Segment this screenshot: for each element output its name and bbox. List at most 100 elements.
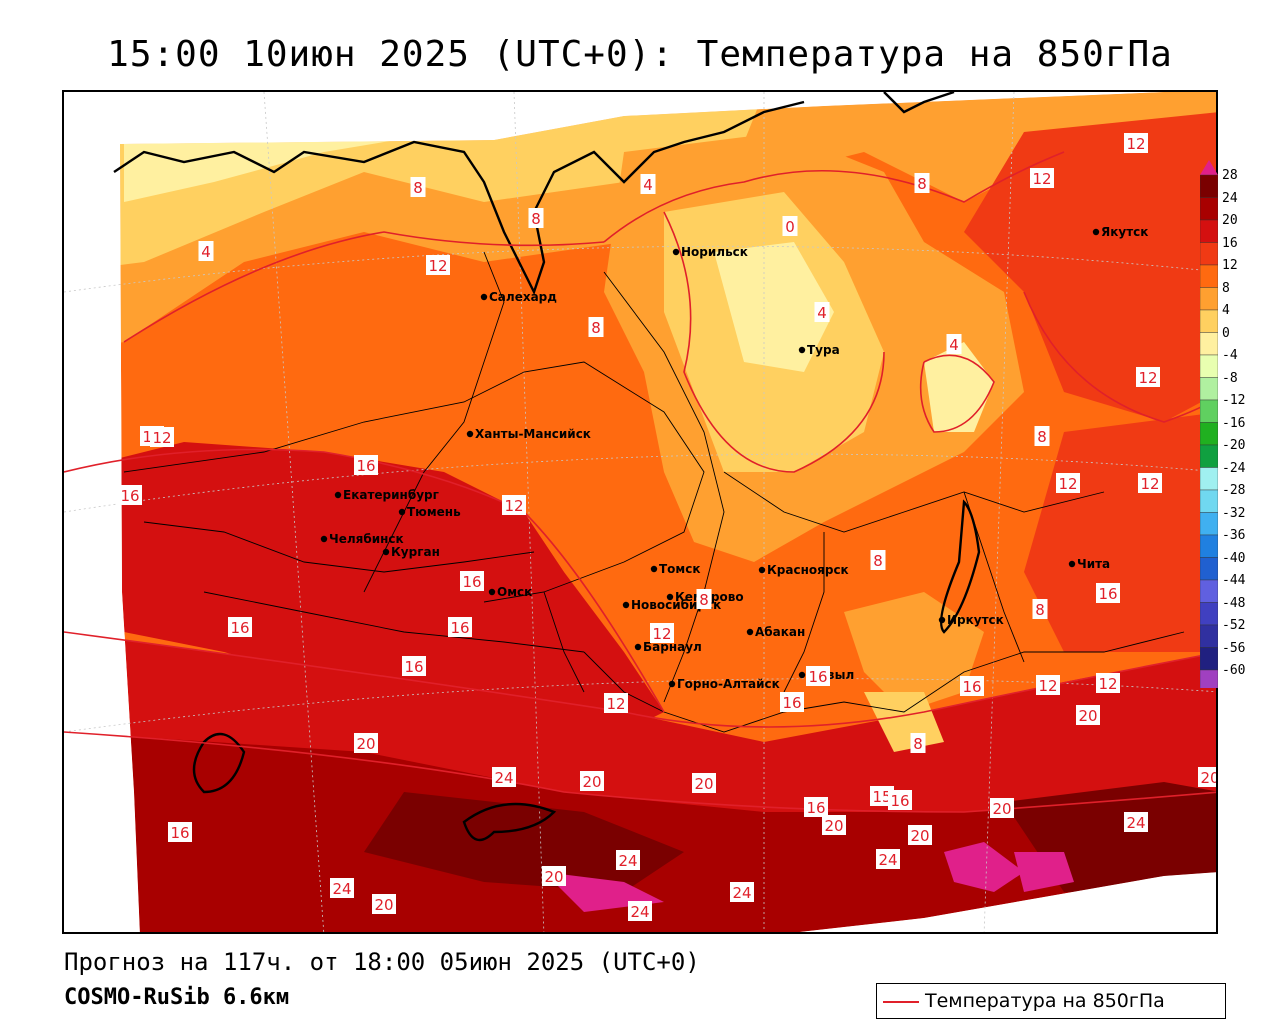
colorbar-tick-label: -56 [1222,640,1246,656]
isotherm-label: 4 [643,176,653,194]
colorbar-tick-label: -36 [1222,528,1246,543]
city-label: Ханты-Мансийск [475,427,591,441]
colorbar-tick-label: 12 [1222,258,1238,273]
isotherm-label: 8 [1037,428,1047,446]
isotherm-label-box [1198,767,1216,787]
colorbar-band [1200,669,1218,688]
temperature-colorbar [1200,160,1218,688]
isotherm-label-box [1032,599,1048,619]
isotherm-label-box [1096,673,1120,693]
isotherm-label: 8 [913,735,923,753]
isotherm-label-box [1034,426,1050,446]
isotherm-label-box [692,773,716,793]
isotherm-label-box [946,334,962,354]
isotherm-label: 16 [230,619,249,637]
colorbar-band [1200,444,1218,468]
isotherm-label-box [150,427,174,447]
isotherm-label-box [588,317,604,337]
isotherm-label: 12 [152,429,171,447]
city-dot [480,293,488,301]
isotherm-label: 8 [699,591,709,609]
map-title: 15:00 10июн 2025 (UTC+0): Температура на… [107,34,1173,75]
isotherm-label-box [402,656,426,676]
city-dot [1092,228,1100,236]
colorbar-band [1200,557,1218,581]
city-label: Челябинск [329,532,404,546]
isotherm-label-box [1136,367,1160,387]
city-label: Барнаул [643,640,702,654]
colorbar-tick-label: -32 [1222,505,1246,521]
isotherm-label: 24 [732,884,751,902]
city-dot [488,588,496,596]
isotherm-label-box [1138,473,1162,493]
colorbar-band [1200,242,1218,266]
city-label: Норильск [681,245,748,259]
colorbar-tick-label: -20 [1222,438,1246,453]
isotherm-label: 16 [120,487,139,505]
city-markers: Норильск Якутск Салехард Тура Ханты-Мансийск… [320,225,1148,691]
isotherm-label-box [354,733,378,753]
isotherm-label-box [696,589,712,609]
colorbar-band [1200,579,1218,603]
isotherm-label: 24 [618,852,637,870]
colorbar-band [1200,354,1218,378]
city-dot [466,430,474,438]
city-label: Курган [391,545,440,559]
colorbar-band [1200,534,1218,558]
forecast-info: Прогноз на 117ч. от 18:00 05июн 2025 (UT… [64,948,700,976]
isotherm-label-box [228,617,252,637]
city-dot [334,491,342,499]
colorbar-band [1200,309,1218,333]
colorbar-band [1200,264,1218,288]
isotherm-label: 20 [694,775,713,793]
colorbar-tick-label: -4 [1222,348,1238,363]
isotherm-label: 12 [1126,135,1145,153]
city-label: Красноярск [767,563,849,577]
isotherm-label: 20 [1078,707,1097,725]
colorbar-band [1200,332,1218,356]
isotherm-label-box [528,208,544,228]
isotherm-label: 4 [201,243,211,261]
isotherm-label: 8 [591,319,601,337]
isotherm-label-box [914,173,930,193]
city-dot [382,548,390,556]
isotherm-label: 24 [878,851,897,869]
isotherm-label-box [580,771,604,791]
city-label: Салехард [489,290,557,304]
isotherm-label: 12 [1098,675,1117,693]
city-dot [938,616,946,624]
colorbar-band [1200,602,1218,626]
isotherm-label: 0 [785,218,795,236]
isotherm-label: 15 [872,788,891,806]
isotherm-label-box [410,177,426,197]
colorbar-tick-label: -12 [1222,393,1246,408]
isotherm-label-box [460,571,484,591]
isotherm-label: 24 [494,769,513,787]
city-label: Томск [659,562,701,576]
isotherm-label-box [168,822,192,842]
colorbar-tick-label: -60 [1222,663,1246,678]
city-label: Тюмень [407,505,461,519]
colorbar-tick-label: 16 [1222,235,1238,251]
isotherm-label-box [876,849,900,869]
isotherm-label: 16 [806,799,825,817]
isotherm-label: 16 [782,694,801,712]
city-dot [758,566,766,574]
city-dot [622,601,630,609]
isotherm-label-box [1076,705,1100,725]
isotherm-label: 12 [504,497,523,515]
colorbar-band [1200,219,1218,243]
colorbar-tick-label: 4 [1222,303,1230,318]
city-dot [668,680,676,688]
city-dot [798,346,806,354]
isotherm-label-box [888,790,912,810]
legend-label: Температура на 850гПа [925,990,1165,1012]
isotherm-label-box [908,825,932,845]
isotherm-label: 12 [428,257,447,275]
city-label: Чита [1077,557,1110,571]
isotherm-label: 8 [1035,601,1045,619]
isotherm-label-box [804,797,828,817]
colorbar-band [1200,197,1218,221]
isotherm-label-box [354,455,378,475]
isotherm-label: 20 [910,827,929,845]
